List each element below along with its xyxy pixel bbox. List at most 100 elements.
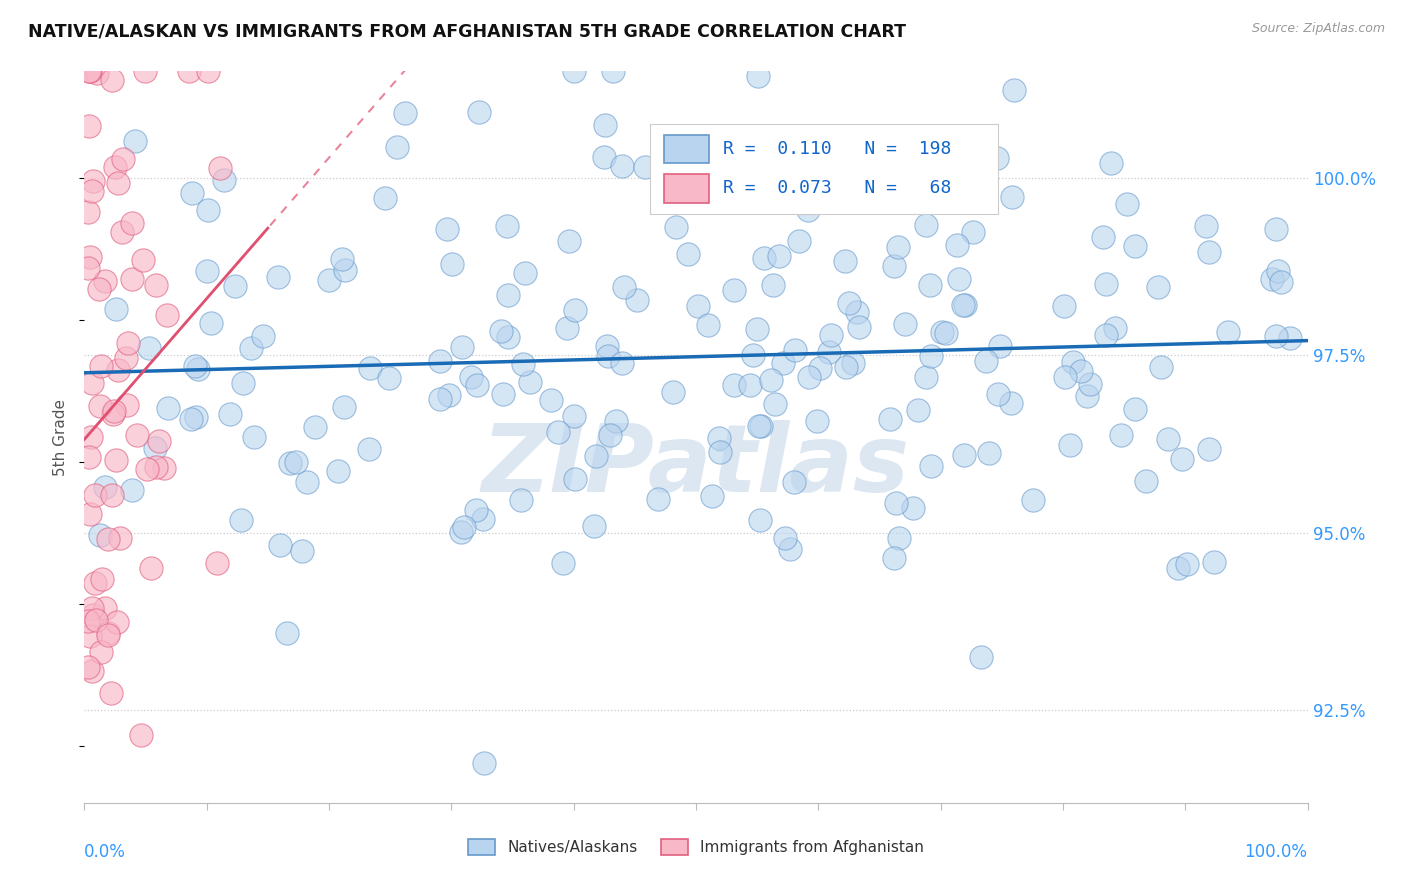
- Point: [83, 576, 105, 591]
- Point: [513, 266, 536, 280]
- Point: [97, 626, 120, 640]
- Point: [846, 305, 869, 319]
- Point: [136, 462, 159, 476]
- Point: [1062, 355, 1084, 369]
- Point: [834, 359, 856, 374]
- Point: [117, 336, 139, 351]
- Point: [441, 257, 464, 271]
- Point: [1171, 452, 1194, 467]
- Point: [77, 204, 100, 219]
- Point: [156, 308, 179, 322]
- Point: [907, 403, 929, 417]
- Point: [1147, 280, 1170, 294]
- Point: [1099, 156, 1122, 170]
- Point: [359, 361, 381, 376]
- Point: [100, 73, 122, 87]
- Point: [357, 442, 380, 456]
- Point: [79, 450, 101, 464]
- Point: [723, 378, 745, 392]
- Point: [496, 219, 519, 234]
- Point: [200, 317, 222, 331]
- Point: [252, 328, 274, 343]
- Text: R =  0.073   N =   68: R = 0.073 N = 68: [723, 179, 952, 197]
- Point: [219, 408, 242, 422]
- Point: [145, 459, 167, 474]
- Point: [77, 64, 100, 78]
- Point: [920, 278, 942, 293]
- Point: [1109, 428, 1132, 442]
- Point: [436, 222, 458, 236]
- Point: [104, 301, 127, 316]
- Point: [842, 356, 865, 370]
- Point: [269, 538, 291, 552]
- Point: [987, 387, 1010, 401]
- Point: [209, 161, 232, 175]
- Point: [808, 360, 831, 375]
- Point: [139, 561, 162, 575]
- Point: [138, 341, 160, 355]
- Point: [1218, 325, 1240, 339]
- Point: [77, 660, 100, 674]
- Point: [121, 272, 143, 286]
- Point: [879, 412, 901, 426]
- Point: [429, 354, 451, 368]
- Point: [605, 414, 627, 428]
- Point: [89, 528, 111, 542]
- Point: [125, 427, 148, 442]
- Point: [688, 298, 710, 312]
- Legend: Natives/Alaskans, Immigrants from Afghanistan: Natives/Alaskans, Immigrants from Afghan…: [461, 833, 931, 861]
- Point: [903, 501, 925, 516]
- Point: [612, 159, 634, 173]
- Point: [920, 350, 942, 364]
- Point: [773, 531, 796, 545]
- Point: [723, 283, 745, 297]
- Point: [197, 64, 219, 78]
- Point: [709, 445, 731, 459]
- Point: [551, 556, 574, 570]
- Point: [796, 203, 818, 218]
- Point: [806, 414, 828, 428]
- Point: [83, 488, 105, 502]
- Point: [1115, 197, 1137, 211]
- Point: [952, 298, 974, 312]
- Point: [239, 341, 262, 355]
- Point: [783, 475, 806, 489]
- Point: [787, 234, 810, 248]
- Point: [79, 250, 101, 264]
- Point: [77, 119, 100, 133]
- Point: [385, 140, 408, 154]
- Point: [77, 260, 100, 275]
- Point: [894, 317, 917, 331]
- Point: [665, 220, 688, 235]
- Point: [1198, 244, 1220, 259]
- Point: [974, 354, 997, 368]
- Point: [115, 399, 138, 413]
- Point: [332, 400, 354, 414]
- Point: [129, 728, 152, 742]
- Point: [242, 430, 264, 444]
- Point: [472, 756, 495, 770]
- Point: [1053, 299, 1076, 313]
- Point: [451, 340, 474, 354]
- Point: [626, 293, 648, 307]
- Point: [962, 225, 984, 239]
- Point: [80, 376, 103, 390]
- Point: [1076, 389, 1098, 403]
- Point: [450, 524, 472, 539]
- Point: [304, 419, 326, 434]
- Point: [267, 269, 290, 284]
- Point: [429, 392, 451, 407]
- Point: [599, 427, 621, 442]
- Point: [212, 173, 235, 187]
- Point: [738, 378, 761, 392]
- Point: [678, 246, 700, 260]
- Point: [762, 278, 785, 293]
- Point: [748, 419, 770, 434]
- Y-axis label: 5th Grade: 5th Grade: [53, 399, 69, 475]
- Point: [593, 118, 616, 132]
- Point: [935, 326, 957, 340]
- Point: [564, 472, 586, 486]
- Point: [284, 455, 307, 469]
- Point: [915, 219, 938, 233]
- Point: [104, 452, 127, 467]
